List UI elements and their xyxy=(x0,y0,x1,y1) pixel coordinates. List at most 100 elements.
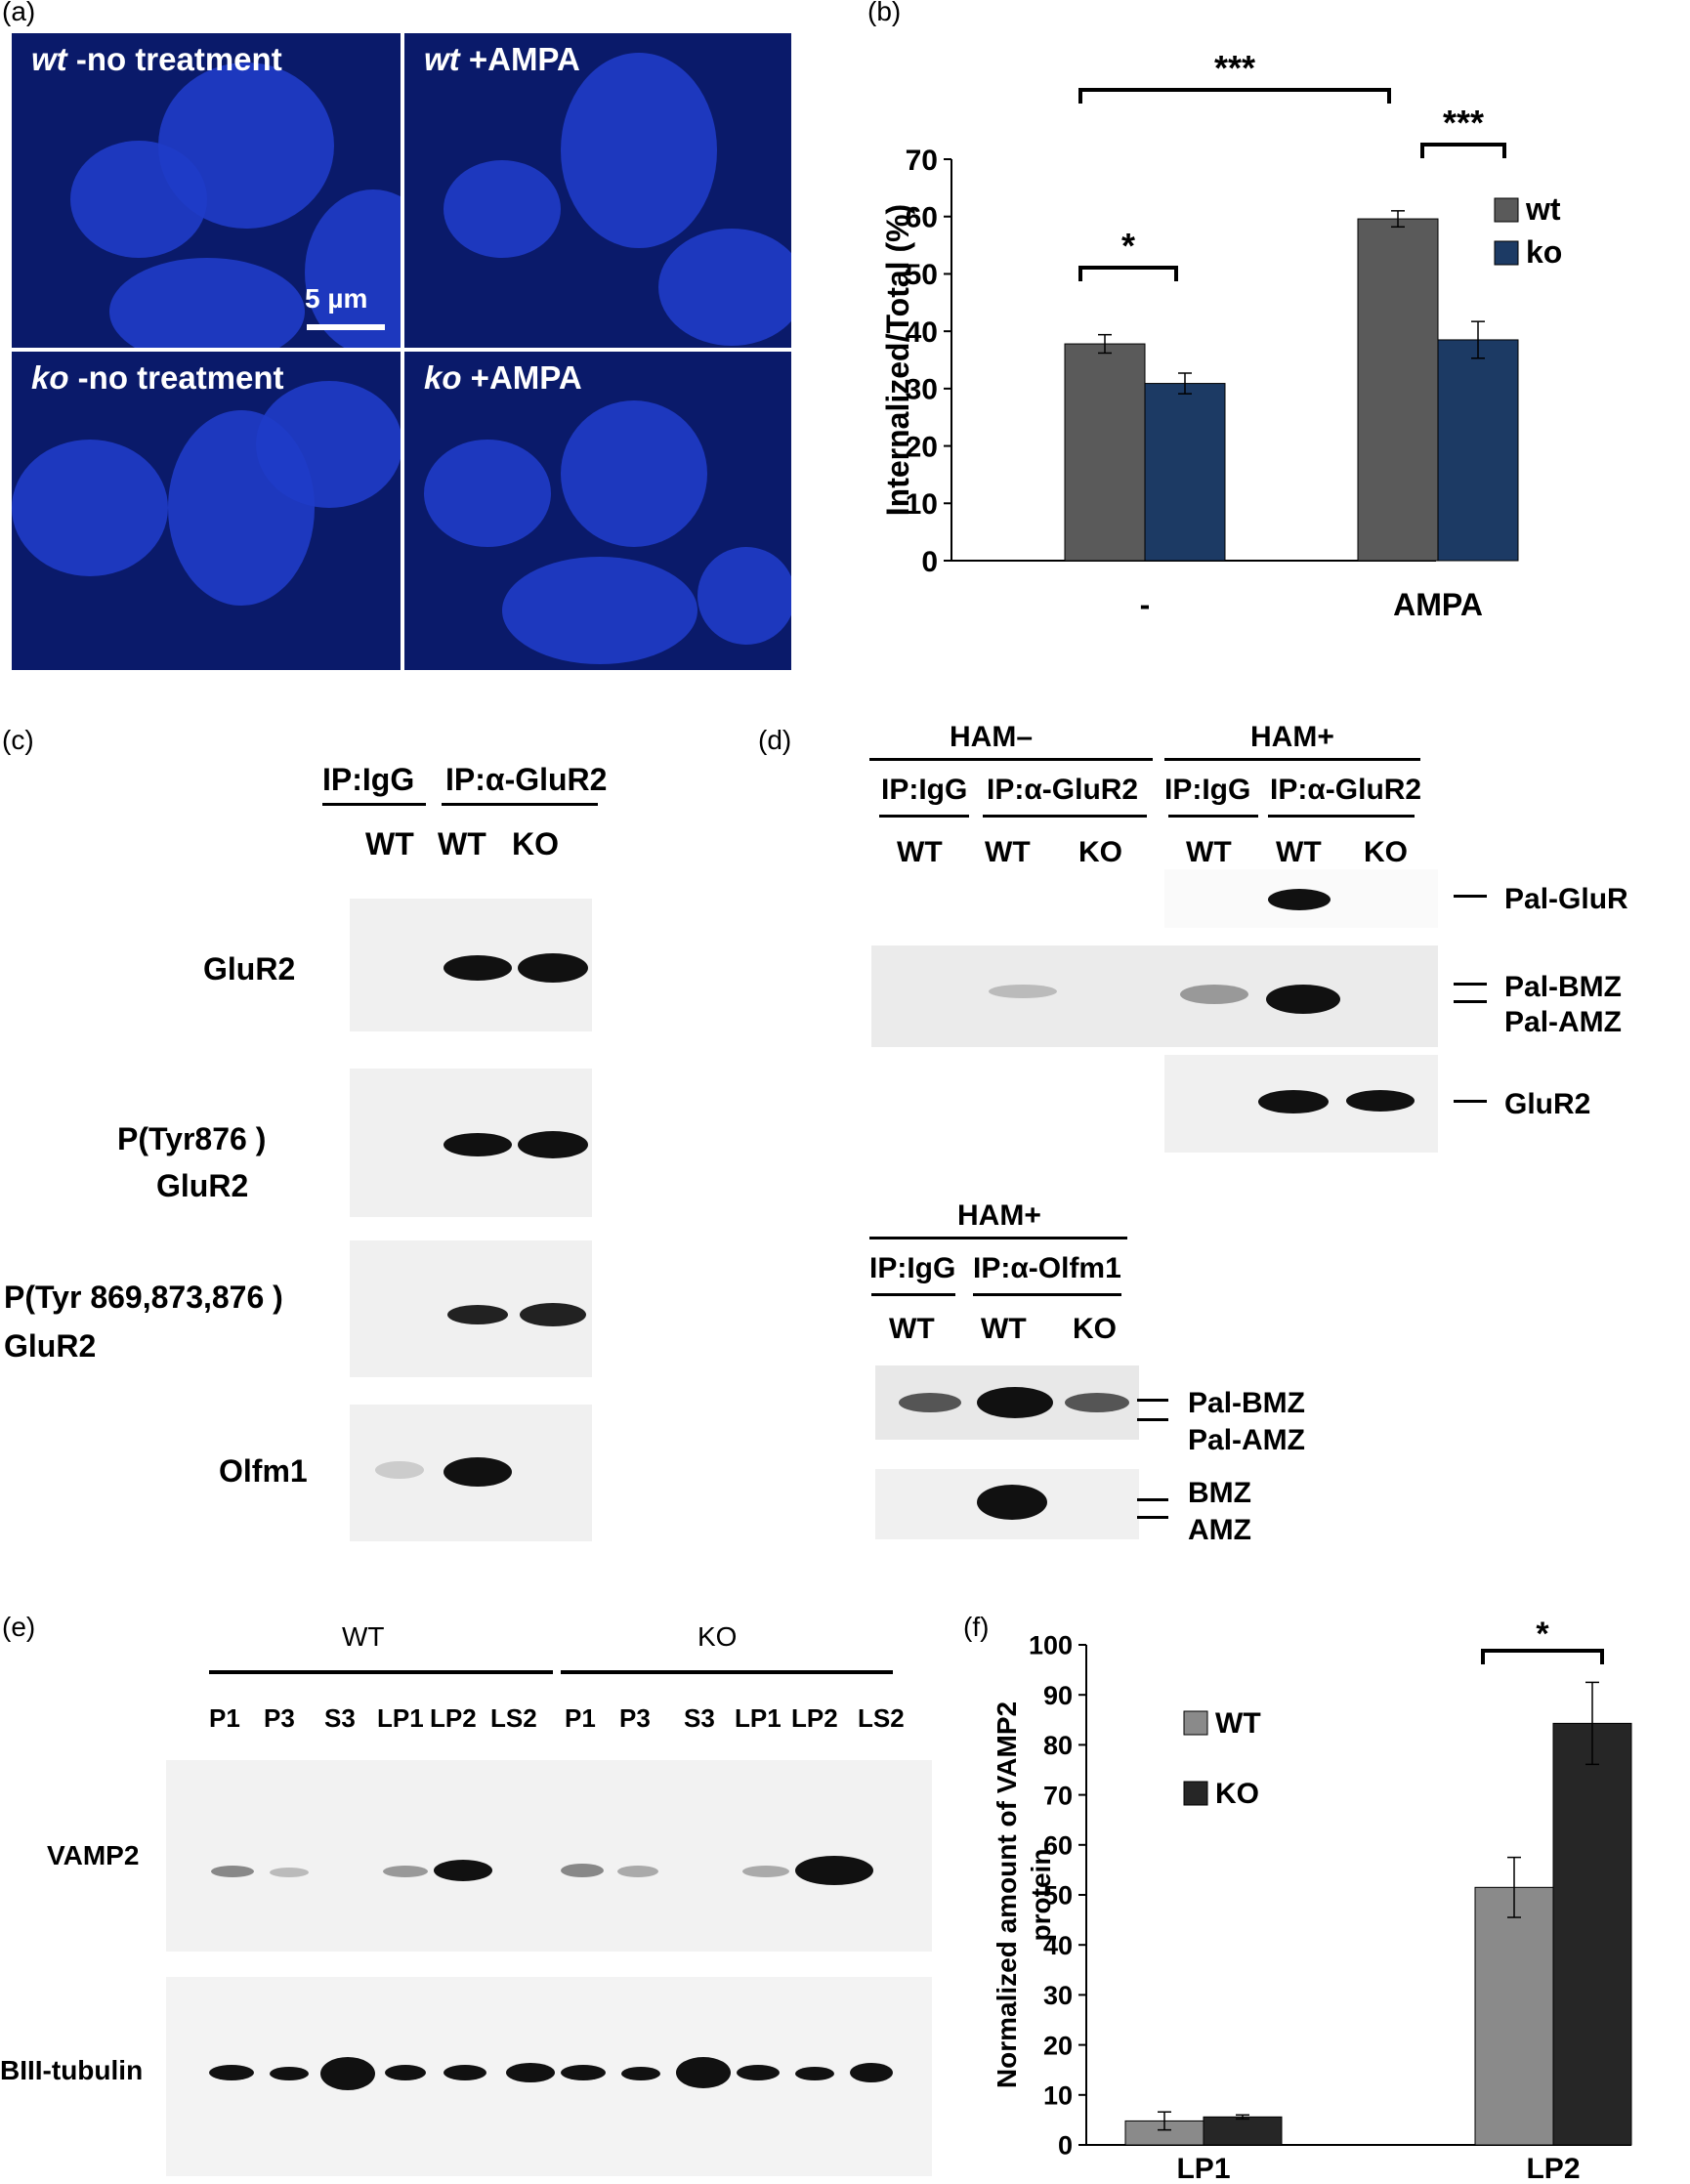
lane-label: KO xyxy=(512,826,559,861)
lane-label: P3 xyxy=(619,1703,651,1733)
y-tick-label: 20 xyxy=(906,431,938,463)
panel-a-label: (a) xyxy=(2,0,36,26)
blot-ptyr876 xyxy=(350,1069,592,1217)
header-underline xyxy=(442,803,598,806)
lane-label: LP1 xyxy=(735,1703,782,1733)
y-tick-label: 0 xyxy=(921,546,938,578)
group-label: KO xyxy=(697,1621,738,1652)
x-tick-label: LP1 xyxy=(1176,2153,1230,2184)
y-tick-label: 60 xyxy=(906,202,938,234)
legend-label: KO xyxy=(1215,1778,1259,1810)
blot-biii-tubulin xyxy=(166,1977,932,2176)
micrograph-caption: wt -no treatment xyxy=(31,41,282,77)
y-tick-label: 100 xyxy=(1029,1631,1073,1660)
row-label: BIII-tubulin xyxy=(0,2055,144,2085)
y-tick-label: 50 xyxy=(906,259,938,291)
marker-label: GluR2 xyxy=(1504,1088,1591,1120)
y-tick-label: 80 xyxy=(1043,1731,1073,1760)
blot-olfm1-total xyxy=(875,1469,1139,1539)
blot-pal-glur xyxy=(1164,869,1438,928)
y-tick-label: 70 xyxy=(1043,1781,1073,1810)
marker-tick xyxy=(1454,1100,1487,1103)
bar xyxy=(1552,1722,1632,2146)
significance-label: *** xyxy=(1214,48,1255,88)
blot-glur2 xyxy=(350,899,592,1031)
lane-label: WT xyxy=(1186,836,1232,868)
y-tick-label: 90 xyxy=(1043,1681,1073,1710)
marker-label: Pal-BMZ xyxy=(1504,971,1622,1003)
panel-b-label: (b) xyxy=(867,0,902,26)
header-ip-igg: IP:IgG xyxy=(322,762,415,797)
marker-label: Pal-GluR xyxy=(1504,883,1628,915)
lane-label: WT xyxy=(438,826,486,861)
panel-c-label: (c) xyxy=(2,725,34,755)
marker-tick xyxy=(1454,1000,1487,1003)
bar xyxy=(1203,2116,1283,2146)
lane-label: WT xyxy=(1276,836,1322,868)
x-tick-label: - xyxy=(1140,587,1151,622)
micrograph-wt-ampa: wt +AMPA xyxy=(404,33,791,348)
sub-underline xyxy=(983,815,1147,818)
micrograph-caption: ko +AMPA xyxy=(424,359,582,396)
lane-label: S3 xyxy=(324,1703,356,1733)
lane-label: WT xyxy=(889,1313,935,1345)
group-underline xyxy=(1164,758,1420,761)
y-tick-label: 20 xyxy=(1043,2031,1073,2060)
group-underline xyxy=(561,1670,893,1674)
bar xyxy=(1474,1886,1554,2146)
y-tick-label: 60 xyxy=(1043,1831,1073,1861)
group-underline xyxy=(869,758,1153,761)
bar xyxy=(1064,343,1146,562)
bar xyxy=(1437,339,1519,562)
lane-label: KO xyxy=(1078,836,1122,868)
y-tick-label: 30 xyxy=(1043,1981,1073,2010)
lane-label: LP1 xyxy=(377,1703,424,1733)
lane-label: KO xyxy=(1364,836,1408,868)
y-tick-label: 0 xyxy=(1058,2131,1073,2161)
header-ip-glur2: IP:α-GluR2 xyxy=(445,762,608,797)
blot-pal-bmz-amz xyxy=(871,945,1438,1047)
group-underline xyxy=(209,1670,553,1674)
sub-header: IP:IgG xyxy=(881,774,968,806)
legend-label: WT xyxy=(1215,1707,1261,1740)
marker-tick xyxy=(1454,983,1487,986)
blot-vamp2 xyxy=(166,1760,932,1952)
row-label: P(Tyr 869,873,876 ) xyxy=(4,1280,283,1315)
marker-label: AMZ xyxy=(1188,1514,1251,1546)
marker-tick xyxy=(1137,1516,1168,1519)
y-axis-label: Internalized/Total (%) xyxy=(880,204,915,516)
row-label: GluR2 xyxy=(4,1328,97,1364)
scalebar-label: 5 µm xyxy=(305,283,368,314)
y-tick-label: 40 xyxy=(906,316,938,349)
group-label: HAM+ xyxy=(1250,721,1334,753)
marker-label: Pal-BMZ xyxy=(1188,1387,1305,1419)
lane-label: LS2 xyxy=(490,1703,537,1733)
row-label: VAMP2 xyxy=(47,1840,140,1870)
significance-bracket xyxy=(1420,143,1506,158)
x-tick-label: LP2 xyxy=(1526,2153,1580,2184)
marker-tick xyxy=(1137,1399,1168,1402)
y-tick-label: 10 xyxy=(906,488,938,521)
marker-label: BMZ xyxy=(1188,1477,1251,1509)
sub-header: IP:α-GluR2 xyxy=(1270,774,1422,806)
bar xyxy=(1144,383,1226,562)
lane-label: WT xyxy=(981,1313,1027,1345)
lane-label: LS2 xyxy=(858,1703,905,1733)
row-label: GluR2 xyxy=(156,1168,249,1203)
lane-label: KO xyxy=(1073,1313,1117,1345)
lane-label: P3 xyxy=(264,1703,295,1733)
blot-ptyr869-873-876 xyxy=(350,1240,592,1377)
sub-underline xyxy=(1168,815,1258,818)
group-label: HAM+ xyxy=(957,1199,1041,1232)
blot-glur2-d xyxy=(1164,1055,1438,1153)
blot-olfm1-pal xyxy=(875,1365,1139,1440)
panel-d-label: (d) xyxy=(758,725,792,755)
micrograph-wt-untreated: wt -no treatment 5 µm xyxy=(12,33,401,348)
marker-tick xyxy=(1454,895,1487,898)
sub-underline xyxy=(1268,815,1415,818)
x-tick-label: AMPA xyxy=(1393,587,1483,622)
micrograph-ko-untreated: ko -no treatment xyxy=(12,352,401,670)
y-tick-label: 70 xyxy=(906,145,938,177)
lane-label: LP2 xyxy=(430,1703,477,1733)
sub-header: IP:IgG xyxy=(1164,774,1251,806)
